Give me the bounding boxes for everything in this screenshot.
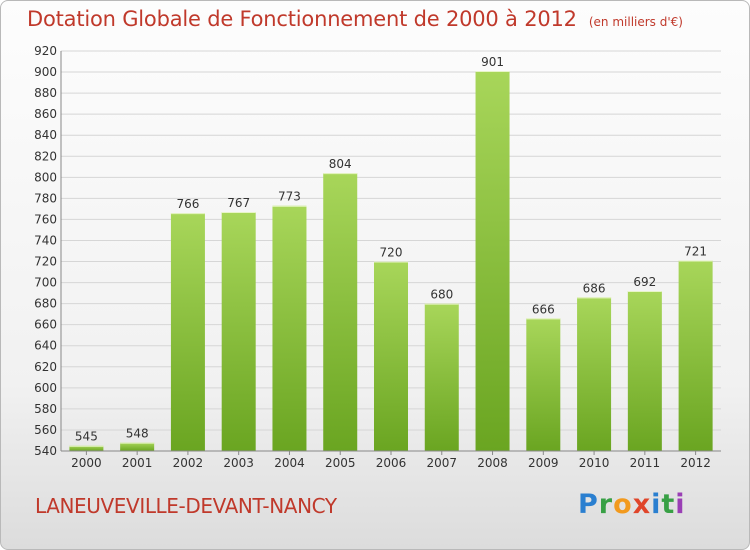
value-label: 692 — [633, 275, 656, 289]
y-tick-label: 840 — [34, 128, 57, 142]
y-tick-label: 560 — [34, 423, 57, 437]
x-tick-label: 2010 — [579, 456, 610, 470]
value-label: 680 — [430, 288, 453, 302]
logo-letter: r — [598, 489, 614, 520]
bar — [475, 71, 510, 451]
x-tick-label: 2001 — [122, 456, 153, 470]
value-label: 773 — [278, 190, 301, 204]
value-label: 804 — [329, 157, 352, 171]
y-tick-label: 880 — [34, 86, 57, 100]
axis-layer: 540 560 580 600 620 640 660 680 700 720 740 760 780 8… — [34, 44, 721, 470]
value-label: 720 — [380, 246, 403, 260]
x-tick-label: 2008 — [477, 456, 508, 470]
y-tick-label: 540 — [34, 444, 57, 458]
bar — [526, 318, 561, 451]
x-tick-label: 2004 — [274, 456, 305, 470]
x-tick-label: 2007 — [426, 456, 457, 470]
bar — [170, 213, 205, 451]
y-tick-label: 680 — [34, 297, 57, 311]
value-label: 548 — [126, 427, 149, 441]
y-tick-label: 720 — [34, 255, 57, 269]
y-tick-label: 860 — [34, 107, 57, 121]
x-tick-label: 2011 — [630, 456, 661, 470]
bar — [69, 445, 104, 451]
logo-letter: i — [675, 489, 686, 520]
bar — [577, 297, 612, 451]
x-tick-label: 2000 — [71, 456, 102, 470]
y-tick-label: 620 — [34, 360, 57, 374]
y-tick-label: 740 — [34, 233, 57, 247]
bar-layer — [69, 71, 713, 451]
logo-letter: o — [613, 489, 633, 520]
chart-subtitle: (en milliers d'€) — [588, 15, 683, 29]
logo-letter: x — [632, 489, 652, 520]
value-label: 901 — [481, 55, 504, 69]
bar — [678, 260, 713, 451]
bar — [120, 442, 155, 451]
y-tick-label: 900 — [34, 65, 57, 79]
y-tick-label: 600 — [34, 381, 57, 395]
bar — [627, 291, 662, 451]
x-tick-label: 2009 — [528, 456, 559, 470]
x-tick-label: 2012 — [680, 456, 711, 470]
y-tick-label: 580 — [34, 402, 57, 416]
bar — [424, 303, 459, 451]
value-label: 545 — [75, 430, 98, 444]
logo-letter: P — [578, 489, 599, 520]
value-label: 766 — [176, 197, 199, 211]
x-tick-label: 2003 — [223, 456, 254, 470]
value-label: 666 — [532, 302, 555, 316]
logo-letter: i — [651, 489, 662, 520]
bar — [323, 173, 358, 451]
y-tick-label: 920 — [34, 44, 57, 58]
x-tick-label: 2002 — [173, 456, 204, 470]
y-tick-label: 780 — [34, 191, 57, 205]
y-tick-label: 800 — [34, 170, 57, 184]
value-label: 686 — [583, 281, 606, 295]
proxiti-logo[interactable]: Proxiti — [578, 489, 686, 520]
y-tick-label: 660 — [34, 318, 57, 332]
x-tick-label: 2006 — [376, 456, 407, 470]
location-name: LANEUVEVILLE-DEVANT-NANCY — [35, 494, 337, 518]
y-tick-label: 700 — [34, 276, 57, 290]
title-line: Dotation Globale de Fonctionnement de 20… — [27, 7, 683, 31]
bar — [374, 261, 408, 451]
y-tick-label: 640 — [34, 339, 57, 353]
value-label: 767 — [227, 196, 250, 210]
value-label: 721 — [684, 244, 707, 258]
x-tick-label: 2005 — [325, 456, 356, 470]
logo-letter: t — [661, 489, 676, 520]
bar — [272, 205, 307, 451]
bar — [221, 212, 256, 451]
y-tick-label: 820 — [34, 149, 57, 163]
chart-title: Dotation Globale de Fonctionnement de 20… — [27, 7, 577, 31]
y-tick-label: 760 — [34, 212, 57, 226]
